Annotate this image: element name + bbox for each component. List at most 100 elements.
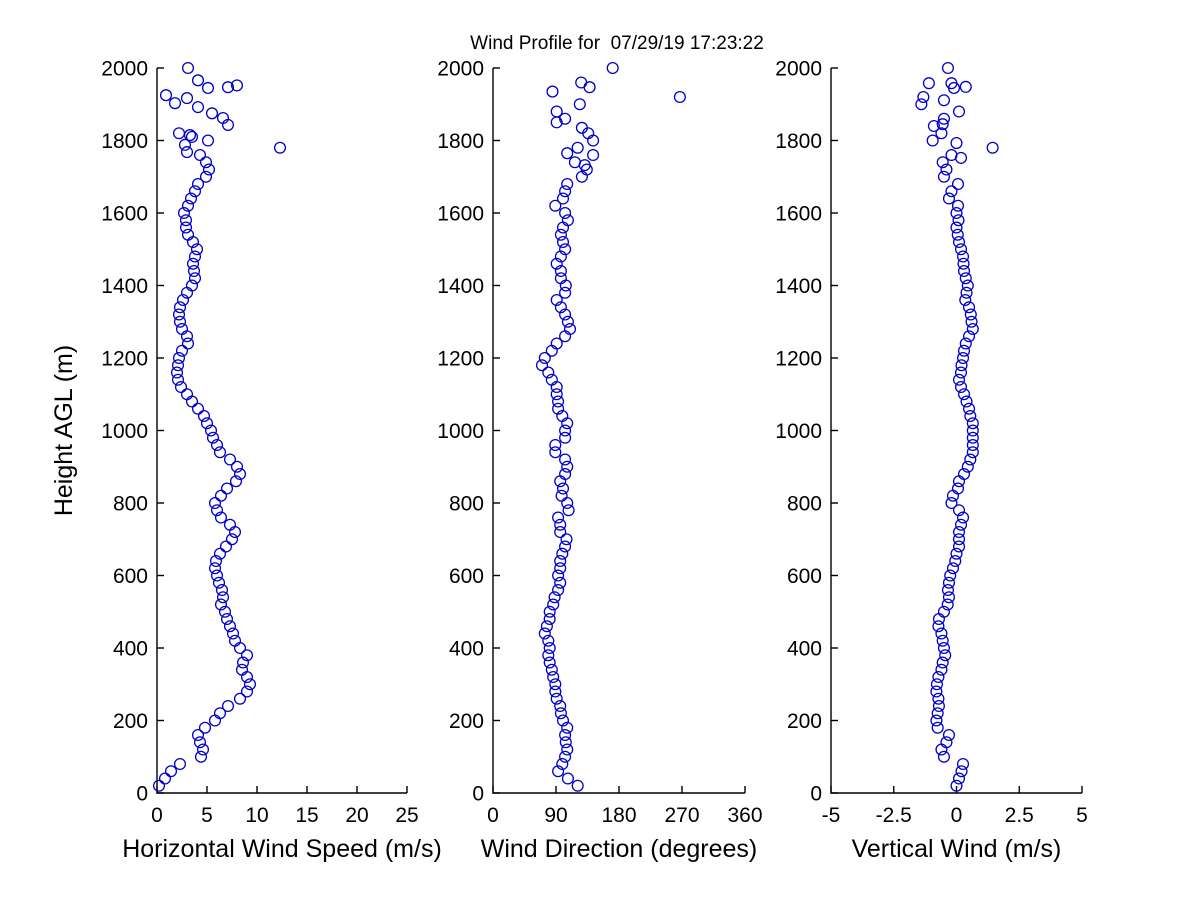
data-point-marker <box>559 453 572 466</box>
data-point-marker <box>178 138 192 151</box>
data-point-marker <box>915 98 928 111</box>
data-point-marker <box>193 736 207 749</box>
data-point-marker <box>550 257 563 270</box>
data-point-marker <box>554 707 567 720</box>
data-point-marker <box>240 685 254 698</box>
data-point-marker <box>175 322 189 336</box>
data-point-marker <box>966 446 979 459</box>
y-tick-label: 0 <box>472 782 484 805</box>
data-point-marker <box>538 627 551 640</box>
data-point-marker <box>942 576 956 589</box>
data-point-marker <box>549 199 562 212</box>
x-tick-label: 0 <box>487 804 499 827</box>
data-point-marker <box>964 453 977 466</box>
data-point-marker <box>947 81 961 94</box>
y-tick-label: 0 <box>136 782 148 805</box>
data-point-marker <box>547 598 560 611</box>
data-point-marker <box>549 678 562 691</box>
subplot-3: 0200400600800100012001400160018002000-5-… <box>775 57 1088 863</box>
data-point-marker <box>556 192 570 205</box>
data-point-marker <box>223 453 237 466</box>
data-point-marker <box>177 206 191 220</box>
data-point-marker <box>549 446 562 459</box>
x-tick-label: 0 <box>151 804 163 827</box>
y-tick-label: 600 <box>449 565 484 588</box>
data-point-marker <box>216 591 230 604</box>
data-point-marker <box>937 112 950 125</box>
data-point-marker <box>942 192 956 205</box>
data-point-marker <box>218 605 232 618</box>
data-point-marker <box>542 649 555 662</box>
y-tick-label: 200 <box>449 710 484 733</box>
data-point-marker <box>171 373 185 386</box>
x-tick-label: -5 <box>822 804 841 827</box>
data-point-marker <box>213 707 227 720</box>
scatter-points <box>915 61 999 792</box>
data-point-marker <box>170 366 184 379</box>
data-point-marker <box>956 757 970 771</box>
data-point-marker <box>950 221 963 234</box>
data-point-marker <box>554 272 567 285</box>
x-tick-label: 90 <box>544 804 567 827</box>
data-point-marker <box>225 533 239 546</box>
data-point-marker <box>552 583 565 597</box>
data-point-marker <box>216 111 230 125</box>
data-point-marker <box>951 199 965 212</box>
data-point-marker <box>164 765 178 778</box>
data-point-marker <box>208 496 222 510</box>
data-point-marker <box>208 714 222 727</box>
data-point-marker <box>183 129 197 142</box>
data-point-marker <box>930 714 943 727</box>
data-point-marker <box>935 627 948 640</box>
data-point-marker <box>957 344 971 357</box>
data-point-marker <box>952 525 966 539</box>
figure-title: Wind Profile for 07/29/19 17:23:22 <box>470 33 764 54</box>
data-point-marker <box>606 61 619 75</box>
data-point-marker <box>206 431 220 444</box>
y-tick-label: 200 <box>113 710 148 733</box>
data-point-marker <box>181 228 195 241</box>
data-point-marker <box>939 649 952 662</box>
x-tick-label: 360 <box>727 804 762 827</box>
data-point-marker <box>559 243 572 256</box>
y-tick-label: 0 <box>810 782 822 805</box>
data-point-marker <box>946 489 960 502</box>
data-point-marker <box>230 460 244 473</box>
data-point-marker <box>554 699 567 713</box>
data-point-marker <box>554 518 567 531</box>
data-point-marker <box>173 757 187 771</box>
data-point-marker <box>952 214 965 227</box>
data-point-marker <box>549 685 562 698</box>
data-point-marker <box>575 76 588 89</box>
data-point-marker <box>210 504 224 517</box>
data-point-marker <box>966 424 979 437</box>
data-point-marker <box>966 322 979 336</box>
data-point-marker <box>552 765 565 778</box>
data-point-marker <box>932 612 945 626</box>
data-point-marker <box>180 146 194 159</box>
axis-spines <box>156 68 407 794</box>
data-point-marker <box>561 147 574 160</box>
data-point-marker <box>208 562 222 575</box>
data-point-marker <box>223 620 237 633</box>
axis-spines <box>830 68 1082 794</box>
data-point-marker <box>962 330 976 343</box>
x-axis: 0 5 10 15 20 25 <box>151 786 419 827</box>
data-point-marker <box>952 772 966 785</box>
data-point-marker <box>932 670 945 684</box>
data-point-marker <box>554 562 567 575</box>
data-point-marker <box>193 148 207 162</box>
data-point-marker <box>202 163 216 176</box>
data-point-marker <box>180 92 194 105</box>
data-point-marker <box>941 598 954 611</box>
data-point-marker <box>959 80 972 93</box>
x-tick-label: 2.5 <box>1005 804 1034 827</box>
data-point-marker <box>951 482 965 495</box>
data-point-marker <box>173 301 187 314</box>
y-tick-label: 1600 <box>101 202 148 225</box>
data-point-marker <box>559 308 572 321</box>
data-point-marker <box>158 772 172 785</box>
x-tick-label: 5 <box>1076 804 1088 827</box>
data-point-marker <box>199 156 213 169</box>
